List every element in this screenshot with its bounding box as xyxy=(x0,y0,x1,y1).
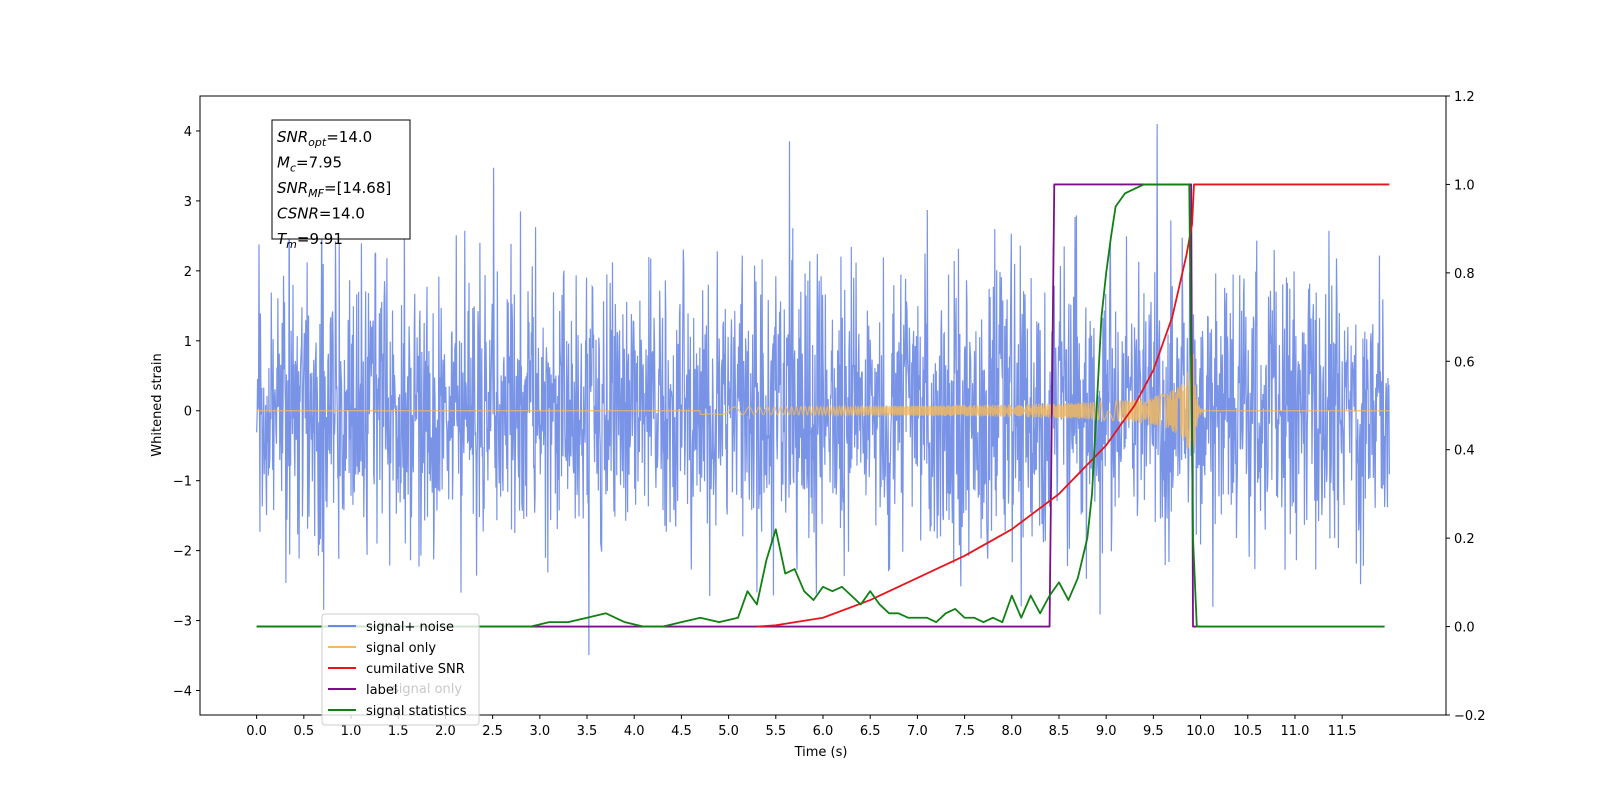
y2-tick-label: 0.8 xyxy=(1454,267,1475,282)
y2-tick-label: 0.6 xyxy=(1454,355,1475,370)
plot-layer xyxy=(256,123,1390,656)
stats-annotation-box: SNRopt=14.0Mc=7.95SNRMF=[14.68]CSNR=14.0… xyxy=(271,119,411,251)
x-tick-label: 7.5 xyxy=(954,724,975,739)
y-axis-ticks: 4 3 2 1 0 −1 −2 −3 −4 xyxy=(173,125,200,700)
x-tick-label: 6.0 xyxy=(813,724,834,739)
x-tick-label: 4.0 xyxy=(624,724,645,739)
stats-line: SNRopt=14.0 xyxy=(277,128,372,149)
x-tick-label: 0.0 xyxy=(246,724,267,739)
y-tick-label: 0 xyxy=(184,405,192,420)
legend-label: signal only xyxy=(366,641,436,656)
x-tick-label: 3.5 xyxy=(577,724,598,739)
y-tick-label: −2 xyxy=(173,545,192,560)
stats-subscript: c xyxy=(290,162,296,175)
stats-value: =14.0 xyxy=(326,128,372,146)
x-tick-label: 6.5 xyxy=(860,724,881,739)
x-tick-label: 4.5 xyxy=(671,724,692,739)
x-tick-label: 11.0 xyxy=(1280,724,1309,739)
y2-tick-label: 0.0 xyxy=(1454,621,1475,636)
stats-symbol: SNR xyxy=(277,179,308,197)
x-tick-label: 5.0 xyxy=(718,724,739,739)
legend: signal only signal+ noise signal only cumil… xyxy=(321,613,480,726)
y2-tick-label: 1.0 xyxy=(1454,178,1475,193)
x-tick-label: 2.0 xyxy=(435,724,456,739)
series-signal-noise xyxy=(256,123,1390,656)
x-tick-label: 8.5 xyxy=(1049,724,1070,739)
y2-tick-label: 1.2 xyxy=(1454,90,1475,105)
stats-subscript: opt xyxy=(308,136,327,149)
x-tick-label: 1.0 xyxy=(341,724,362,739)
x-axis-ticks: 0.0 0.5 1.0 1.5 2.0 2.5 3.0 3.5 4.0 4.5 5.0 5.5 6.0 6… xyxy=(246,715,1357,739)
stats-line: CSNR=14.0 xyxy=(277,205,365,223)
stats-subscript: MF xyxy=(308,187,324,200)
x-tick-label: 0.5 xyxy=(293,724,314,739)
stats-line: Tm=9.91 xyxy=(277,230,343,251)
legend-ghost-text: signal only xyxy=(392,682,462,697)
y-tick-label: 3 xyxy=(184,195,192,210)
legend-frame xyxy=(321,613,480,726)
x-tick-label: 10.0 xyxy=(1186,724,1215,739)
stats-symbol: T xyxy=(277,230,288,248)
stats-value: =14.0 xyxy=(319,205,365,223)
x-tick-label: 3.0 xyxy=(529,724,550,739)
stats-symbol: SNR xyxy=(277,128,308,146)
x-tick-label: 9.0 xyxy=(1096,724,1117,739)
y-tick-label: 1 xyxy=(184,335,192,350)
y-axis-title: Whitened strain xyxy=(150,353,165,456)
x-tick-label: 8.0 xyxy=(1001,724,1022,739)
legend-label: label xyxy=(366,683,397,698)
legend-label: cumilative SNR xyxy=(366,662,465,677)
stats-value: =7.95 xyxy=(296,154,342,172)
x-tick-label: 7.0 xyxy=(907,724,928,739)
y-tick-label: −1 xyxy=(173,475,192,490)
x-tick-label: 5.5 xyxy=(765,724,786,739)
series-signal-statistics xyxy=(256,183,1385,628)
stats-box-frame xyxy=(271,119,411,240)
stats-value: =9.91 xyxy=(297,230,343,248)
y2-tick-label: −0.2 xyxy=(1454,709,1486,724)
y2-axis-ticks: 1.2 1.0 0.8 0.6 0.4 0.2 0.0 −0.2 xyxy=(1446,90,1486,724)
x-tick-label: 2.5 xyxy=(482,724,503,739)
stats-line: Mc=7.95 xyxy=(277,154,342,175)
x-tick-label: 9.5 xyxy=(1143,724,1164,739)
y-tick-label: 4 xyxy=(184,125,192,140)
legend-label: signal+ noise xyxy=(366,620,454,635)
y2-tick-label: 0.2 xyxy=(1454,532,1475,547)
x-axis-title: Time (s) xyxy=(794,745,848,760)
x-tick-label: 11.5 xyxy=(1328,724,1357,739)
stats-subscript: m xyxy=(286,238,297,251)
y-tick-label: −3 xyxy=(173,615,192,630)
stats-symbol: CSNR xyxy=(277,205,319,223)
y-tick-label: −4 xyxy=(173,685,192,700)
stats-line: SNRMF=[14.68] xyxy=(277,179,391,200)
stats-value: =[14.68] xyxy=(324,179,391,197)
y-tick-label: 2 xyxy=(184,265,192,280)
series-signal-only xyxy=(256,353,1390,490)
y2-tick-label: 0.4 xyxy=(1454,444,1475,459)
stats-symbol: M xyxy=(277,154,290,172)
legend-label: signal statistics xyxy=(366,704,467,719)
x-tick-label: 1.5 xyxy=(388,724,409,739)
x-tick-label: 10.5 xyxy=(1233,724,1262,739)
